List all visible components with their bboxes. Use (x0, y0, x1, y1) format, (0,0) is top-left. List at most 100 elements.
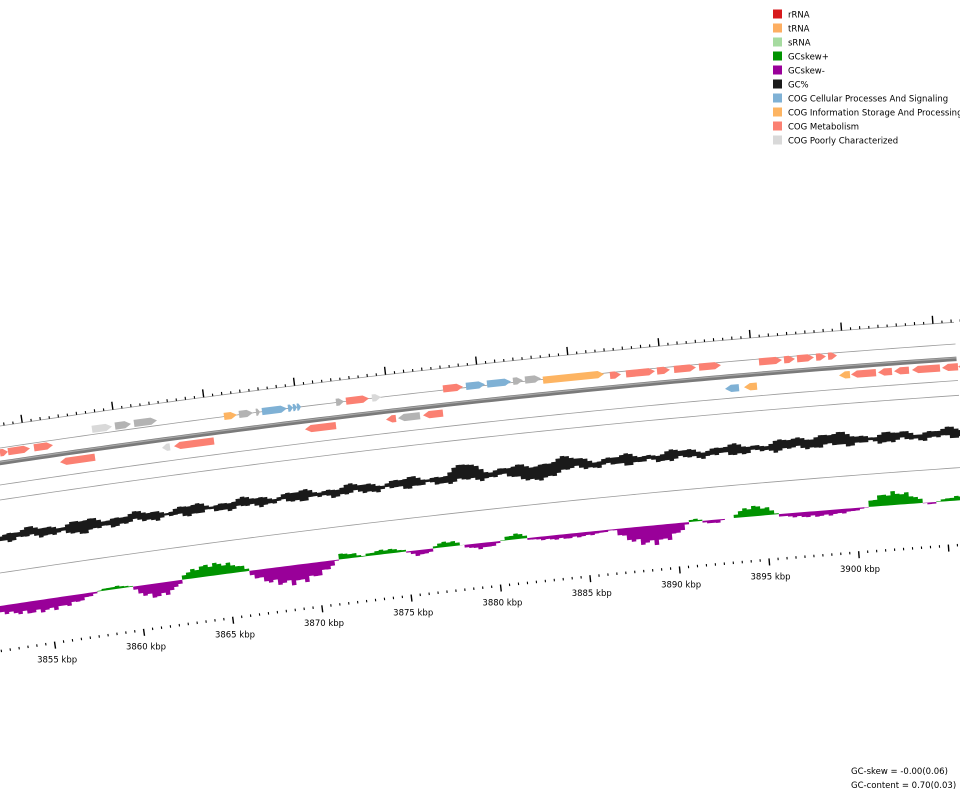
gene-arrow (255, 408, 260, 416)
backbone-highlight (0, 357, 957, 463)
gene-arrow (542, 371, 604, 384)
legend-label: GCskew- (788, 67, 825, 77)
ruler-tick (111, 401, 114, 410)
ruler-label: 3865 kbp (215, 631, 255, 641)
gene-arrow (423, 409, 444, 419)
gene-arrow (744, 382, 758, 391)
legend-label: COG Information Storage And Processing (788, 109, 960, 119)
track-line (0, 321, 955, 427)
legend-label: GCskew+ (788, 53, 829, 63)
legend-label: COG Cellular Processes And Signaling (788, 95, 948, 105)
legend-swatch (773, 107, 782, 117)
gene-arrow (827, 352, 837, 360)
gene-arrow (386, 414, 397, 423)
track-line (0, 467, 960, 574)
ruler-tick (748, 329, 751, 339)
legend-swatch (773, 135, 782, 145)
legend-swatch (773, 65, 782, 75)
gene-arrow (60, 453, 96, 465)
gene-arrow (524, 375, 541, 384)
gene-arrow (335, 398, 344, 406)
gene-arrow (345, 395, 369, 405)
gene-arrow (673, 364, 696, 373)
legend-swatch (773, 121, 782, 131)
gene-arrow (261, 405, 287, 416)
ruler-label: 3880 kbp (482, 598, 522, 608)
gene-arrow (33, 442, 53, 452)
ruler-tick (840, 322, 843, 331)
gene-arrow (851, 369, 877, 378)
gene-arrow (698, 362, 721, 371)
gene-arrow (287, 404, 293, 412)
legend-label: COG Poorly Characterized (788, 137, 898, 147)
gene-arrow (609, 371, 621, 380)
ruler-tick (231, 616, 235, 624)
legend-swatch (773, 79, 782, 89)
gene-arrow (371, 394, 381, 402)
ruler-label: 3870 kbp (304, 619, 344, 629)
gene-arrow (839, 370, 851, 379)
gene-arrow (942, 363, 959, 372)
gene-arrow (465, 381, 485, 390)
ruler-tick (321, 605, 324, 613)
ruler-tick (678, 566, 681, 574)
gene-arrow (783, 355, 795, 364)
gene-arrow (7, 445, 30, 456)
gene-arrow (238, 409, 253, 419)
gc-skew-summary: GC-skew = -0.00(0.06) (851, 767, 948, 777)
ruler-label: 3900 kbp (840, 565, 880, 575)
gene-arrow (398, 412, 421, 422)
gene-arrow (305, 421, 337, 433)
track-line (0, 394, 960, 501)
ruler-label: 3855 kbp (37, 655, 77, 665)
backbone (0, 356, 957, 466)
ruler-label: 3890 kbp (661, 580, 701, 590)
ruler-label: 3895 kbp (751, 572, 791, 582)
legend-swatch (773, 37, 782, 47)
gene-arrow (725, 384, 740, 392)
gc-content-summary: GC-content = 0.70(0.03) (851, 781, 956, 791)
gene-arrow (174, 437, 215, 450)
ruler-label: 3860 kbp (126, 643, 166, 653)
ruler-tick (53, 641, 57, 649)
ruler-tick (768, 558, 771, 566)
gene-arrow (894, 366, 910, 375)
ruler-tick (20, 414, 23, 423)
ruler-tick (857, 551, 860, 559)
ruler-label: 3875 kbp (393, 608, 433, 618)
gc-content (0, 426, 960, 543)
gene-arrow (91, 423, 112, 433)
ruler-tick (589, 575, 592, 583)
gene-arrow (223, 411, 237, 421)
ruler-tick (201, 389, 205, 398)
legend-swatch (773, 51, 782, 61)
gene-arrow (656, 366, 670, 375)
gene-arrow (0, 448, 8, 457)
legend-swatch (773, 93, 782, 103)
legend-label: rRNA (788, 11, 810, 21)
legend-label: sRNA (788, 39, 811, 49)
gene-arrow (796, 354, 814, 363)
gene-arrow (512, 377, 523, 385)
legend-swatch (773, 23, 782, 33)
gene-arrow (133, 417, 157, 428)
ruler-tick (566, 346, 569, 356)
ruler-tick (657, 338, 660, 347)
legend-swatch (773, 9, 782, 19)
ruler-tick (142, 628, 146, 636)
gene-arrow (162, 443, 171, 451)
ruler-tick (410, 594, 413, 602)
track-line (0, 380, 959, 486)
ruler-tick (475, 356, 478, 365)
ruler-tick (931, 315, 934, 324)
gene-arrow (114, 421, 131, 430)
ruler-tick (383, 366, 387, 375)
gene-arrow (292, 403, 297, 412)
gene-arrow (296, 403, 301, 411)
ruler-tick (499, 584, 502, 592)
legend-label: GC% (788, 81, 809, 91)
gene-arrow (625, 368, 655, 378)
legend-label: tRNA (788, 25, 810, 35)
ruler-tick (292, 377, 296, 386)
